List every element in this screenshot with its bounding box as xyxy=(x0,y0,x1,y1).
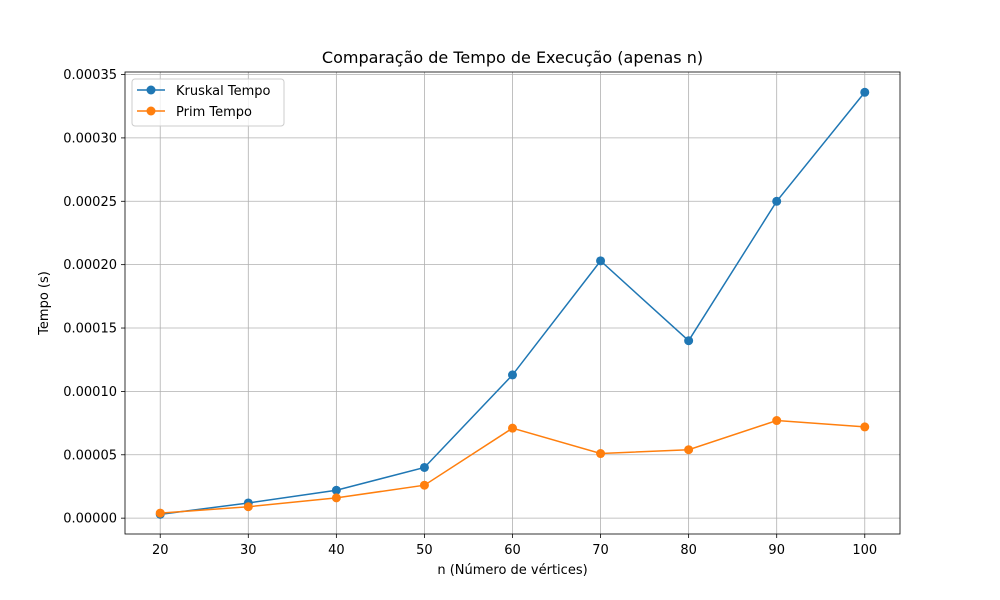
y-tick-label: 0.00025 xyxy=(63,195,117,210)
legend-box xyxy=(131,78,285,127)
y-tick-label: 0.00030 xyxy=(63,131,117,146)
data-point-kruskal xyxy=(684,336,694,346)
data-point-prim xyxy=(155,508,165,518)
y-axis-label: Tempo (s) xyxy=(37,271,52,336)
y-tick-label: 0.00020 xyxy=(63,258,117,273)
y-tick-label: 0.00000 xyxy=(63,512,117,527)
data-point-prim xyxy=(419,480,429,490)
x-tick-label: 70 xyxy=(592,543,609,558)
grid xyxy=(125,72,900,534)
x-tick-label: 30 xyxy=(240,543,257,558)
x-tick-label: 20 xyxy=(152,543,169,558)
data-point-kruskal xyxy=(860,87,870,97)
y-tick-label: 0.00015 xyxy=(63,322,117,337)
y-tick-label: 0.00035 xyxy=(63,68,117,83)
data-point-prim xyxy=(508,423,517,433)
data-point-kruskal xyxy=(419,462,429,472)
x-tick-label: 50 xyxy=(416,543,433,558)
x-axis-label: n (Número de vértices) xyxy=(437,563,587,578)
x-tick-label: 100 xyxy=(852,543,877,558)
legend-label-kruskal: Kruskal Tempo xyxy=(176,84,271,99)
legend-marker-kruskal xyxy=(146,85,156,95)
x-tick-label: 60 xyxy=(504,543,521,558)
legend: Kruskal Tempo Prim Tempo xyxy=(131,78,285,127)
x-tick-label: 40 xyxy=(328,543,345,558)
chart-title: Comparação de Tempo de Execução (apenas … xyxy=(322,48,703,67)
data-point-prim xyxy=(684,445,694,455)
x-axis: 20 30 40 50 60 70 80 90 100 xyxy=(152,534,877,558)
x-tick-label: 80 xyxy=(680,543,697,558)
data-point-prim xyxy=(243,502,253,512)
data-point-prim xyxy=(596,449,606,459)
y-tick-label: 0.00010 xyxy=(63,385,117,400)
legend-label-prim: Prim Tempo xyxy=(176,105,252,120)
y-tick-label: 0.00005 xyxy=(63,448,117,463)
y-axis: 0.00000 0.00005 0.00010 0.00015 0.00020 0.000… xyxy=(63,68,125,527)
x-tick-label: 90 xyxy=(768,543,785,558)
legend-marker-prim xyxy=(146,106,156,116)
data-point-kruskal xyxy=(331,485,341,495)
data-point-kruskal xyxy=(772,196,782,206)
data-point-kruskal xyxy=(596,256,606,266)
data-point-prim xyxy=(331,493,341,503)
data-point-prim xyxy=(772,416,782,426)
data-point-prim xyxy=(860,422,870,432)
data-point-kruskal xyxy=(508,370,517,380)
series-layer xyxy=(155,87,870,519)
